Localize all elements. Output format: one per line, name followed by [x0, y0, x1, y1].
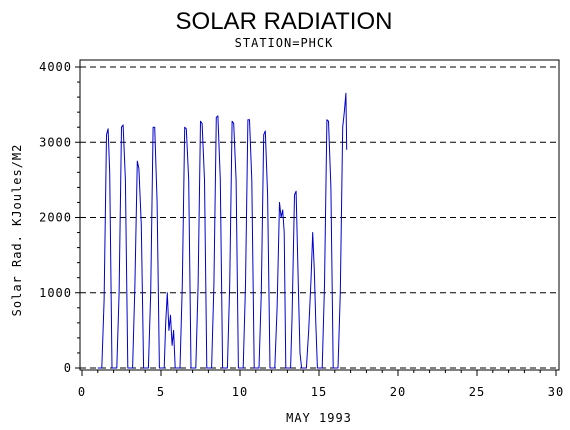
y-tick-label: 4000 — [39, 60, 72, 74]
chart-subtitle: STATION=PHCK — [235, 36, 334, 50]
y-axis: 0 1000 2000 3000 4000 — [39, 60, 80, 375]
series-line — [97, 92, 348, 369]
y-tick-label: 1000 — [39, 286, 72, 300]
x-tick-label: 20 — [390, 385, 406, 399]
x-tick-label: 10 — [232, 385, 248, 399]
series-group — [97, 92, 348, 369]
x-tick-label: 0 — [78, 385, 86, 399]
x-axis: 0 5 10 15 20 25 30 — [78, 370, 564, 399]
y-tick-label: 2000 — [39, 211, 72, 225]
x-tick-label: 30 — [548, 385, 564, 399]
x-axis-label: MAY 1993 — [286, 411, 352, 425]
x-tick-label: 25 — [469, 385, 485, 399]
chart-title: SOLAR RADIATION — [176, 8, 393, 35]
y-tick-label: 0 — [64, 361, 72, 375]
y-axis-label: Solar Rad. KJoules/M2 — [10, 144, 24, 317]
x-tick-label: 15 — [311, 385, 327, 399]
y-tick-label: 3000 — [39, 135, 72, 149]
x-tick-label: 5 — [157, 385, 165, 399]
